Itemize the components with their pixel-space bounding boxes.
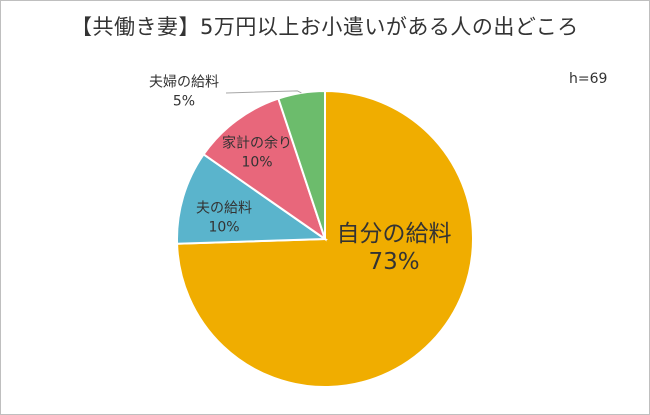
slice-label-3: 家計の余り — [222, 135, 292, 152]
slice-value-label-1: 73% — [368, 249, 419, 275]
slice-label-1: 自分の給料 — [337, 221, 452, 247]
pie-slice-2 — [176, 152, 329, 245]
slice-value-label-3: 10% — [241, 155, 272, 171]
leader-line-4 — [225, 90, 302, 94]
pie-slice-3 — [202, 97, 327, 242]
pie-slice-4 — [277, 89, 326, 240]
slice-value-label-4: 5% — [173, 94, 195, 110]
slice-label-2: 夫の給料 — [196, 201, 252, 217]
pie-slices — [176, 89, 474, 388]
slice-value-label-2: 10% — [208, 220, 239, 236]
sample-size-label: h=69 — [569, 71, 608, 87]
slice-label-4: 夫婦の給料 — [149, 74, 219, 91]
chart-title: 【共働き妻】5万円以上お小遣いがある人の出どころ — [71, 15, 579, 39]
